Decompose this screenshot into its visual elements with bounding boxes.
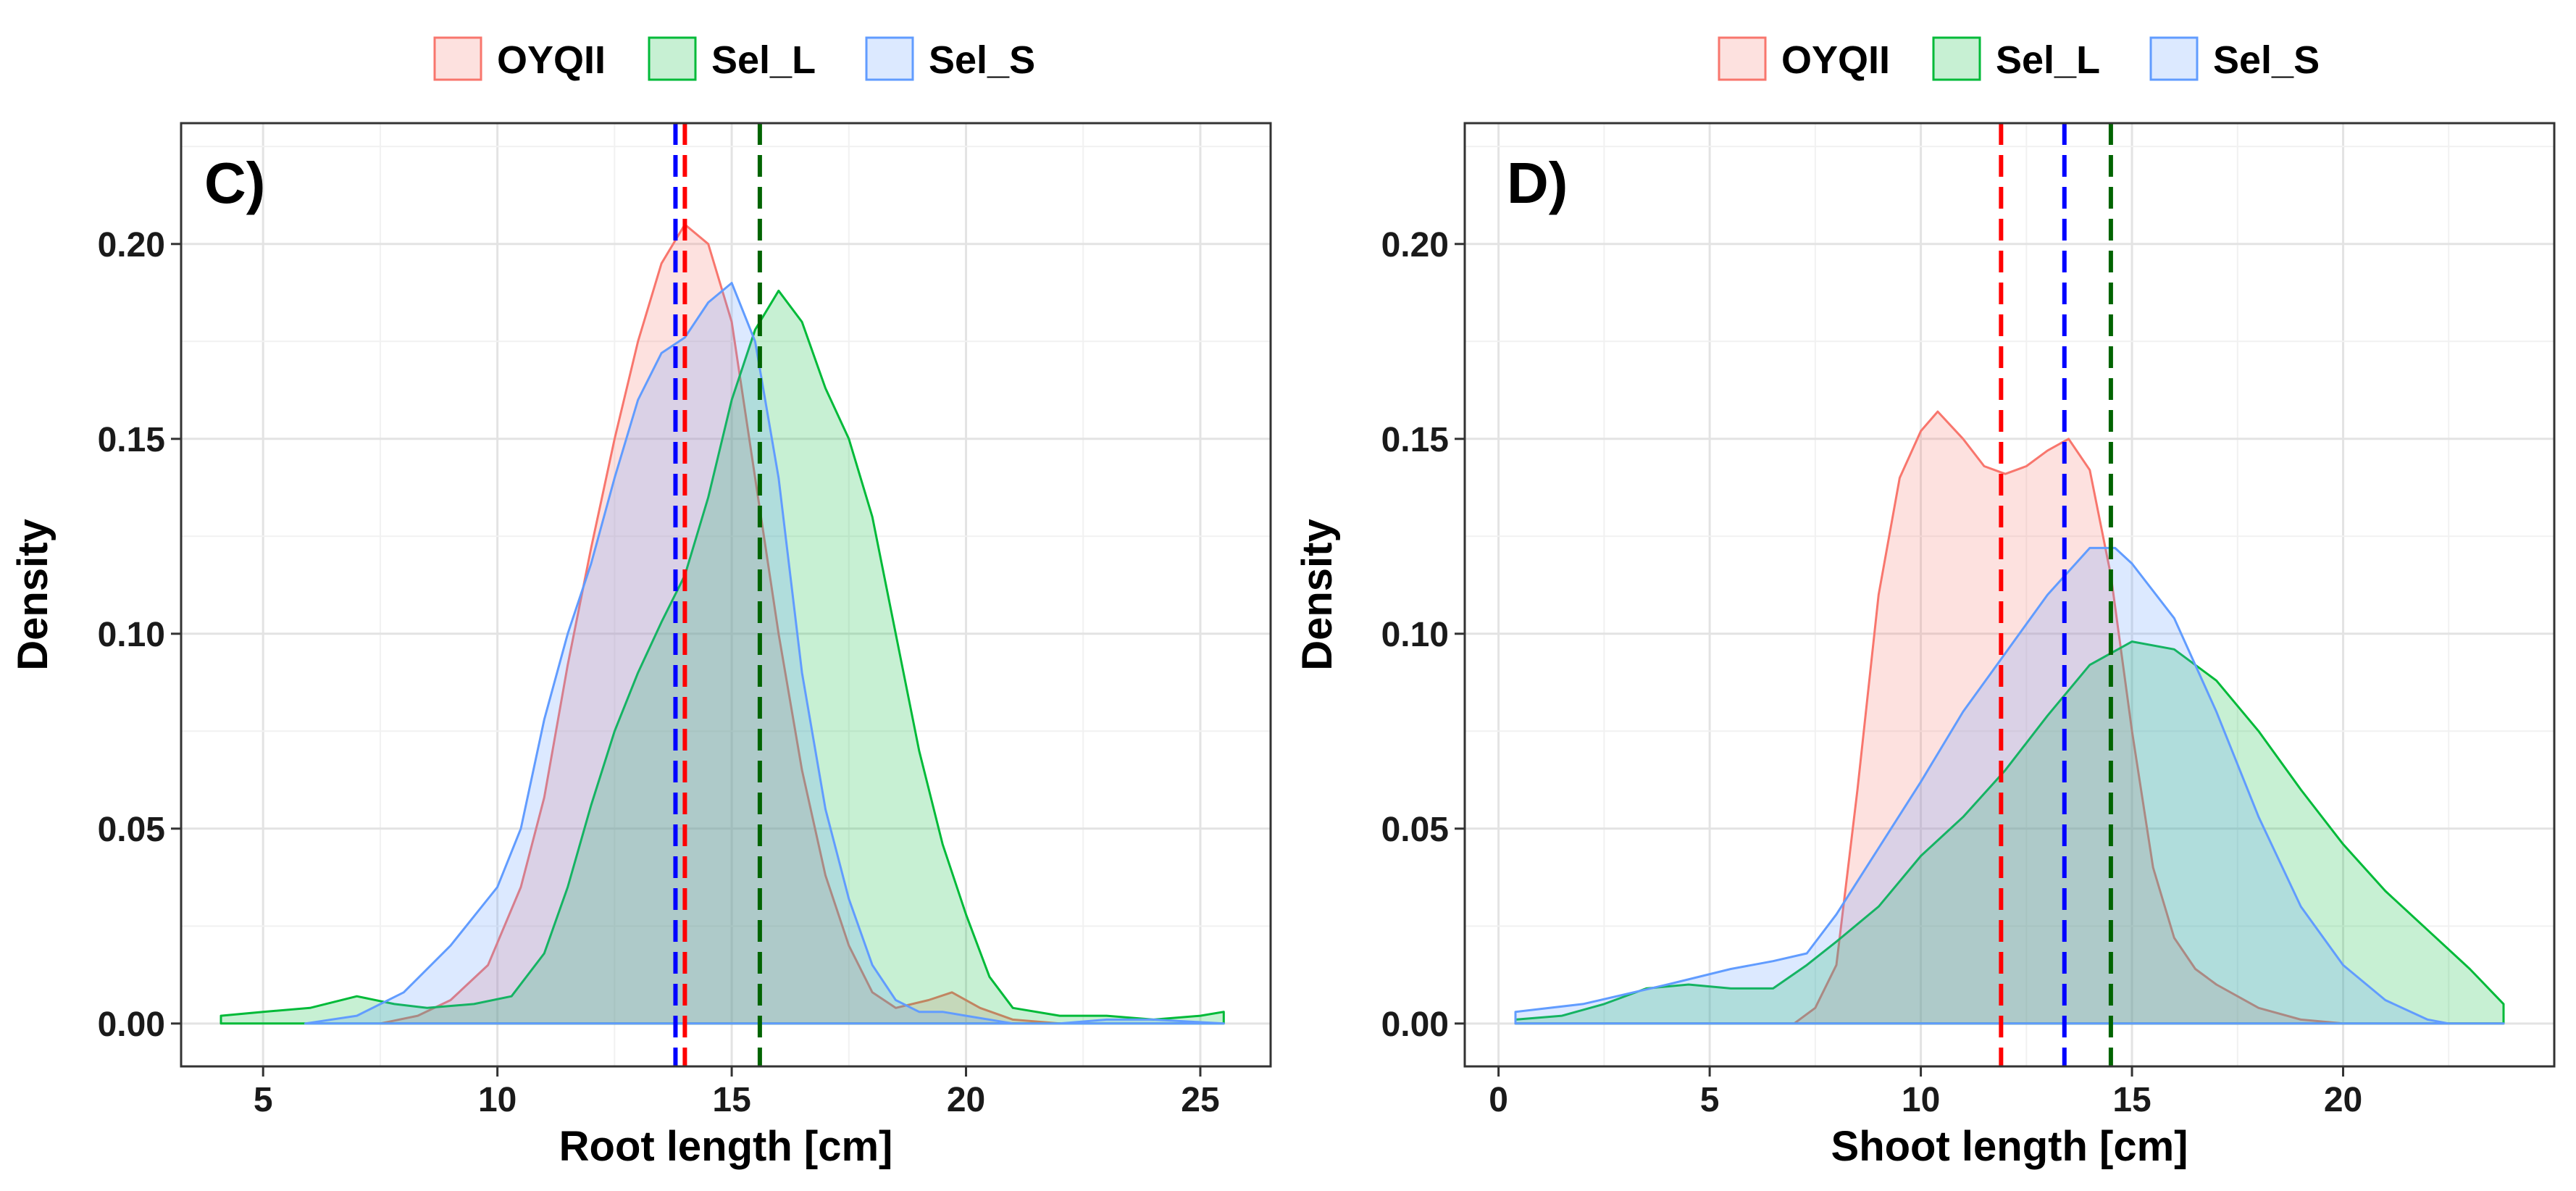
legend-label-sel_s: Sel_S (2213, 38, 2320, 82)
x-tick-label: 15 (712, 1081, 750, 1119)
x-tick-label: 15 (2112, 1081, 2151, 1119)
x-axis-title: Root length [cm] (559, 1123, 893, 1170)
y-axis-title: Density (9, 519, 57, 671)
legend-label-sel_l: Sel_L (1996, 38, 2100, 82)
y-tick-label: 0.05 (1381, 811, 1449, 849)
density-area-oyqii (1514, 410, 2505, 1025)
y-tick-label: 0.00 (1381, 1006, 1449, 1044)
y-axis-title: Density (1294, 519, 1341, 671)
legend-label-sel_s: Sel_S (929, 38, 1035, 82)
y-tick-label: 0.15 (98, 421, 165, 459)
legend-key-sel_s (865, 36, 914, 81)
x-tick-label: 25 (1181, 1081, 1219, 1119)
plot-background (181, 123, 1271, 1066)
legend-key-sel_s (2149, 36, 2199, 81)
legend-label-oyqii: OYQII (1781, 38, 1890, 82)
x-tick-label: 5 (254, 1081, 273, 1119)
density-area-oyqii (379, 223, 1061, 1025)
chart-panel-1: C) 5 10 15 20 25 0.00 0.05 0.10 0.15 0.20 Root leng… (9, 36, 1272, 1170)
x-tick-label: 20 (2324, 1081, 2362, 1119)
legend-key-sel_l (648, 36, 697, 81)
panel-label: D) (1507, 151, 1568, 215)
y-tick-label: 0.10 (1381, 616, 1449, 654)
x-tick-label: 5 (1700, 1081, 1720, 1119)
y-tick-label: 0.20 (1381, 226, 1449, 264)
y-tick-label: 0.15 (1381, 421, 1449, 459)
plot-border (1463, 122, 2556, 1068)
panel-label: C) (204, 151, 265, 215)
legend-label-oyqii: OYQII (497, 38, 606, 82)
plot-background (1465, 123, 2554, 1066)
x-tick-label: 10 (478, 1081, 517, 1119)
legend-key-oyqii (433, 36, 482, 81)
density-area-sel_l (1514, 640, 2505, 1025)
x-tick-label: 0 (1489, 1081, 1508, 1119)
legend-label-sel_l: Sel_L (711, 38, 816, 82)
legend-key-sel_l (1932, 36, 1981, 81)
plot-border (180, 122, 1272, 1068)
legend: OYQII Sel_L Sel_S (433, 36, 1035, 82)
legend: OYQII Sel_L Sel_S (1718, 36, 2320, 82)
y-tick-label: 0.05 (98, 811, 165, 849)
y-tick-label: 0.20 (98, 226, 165, 264)
chart-panel-2: D) 0 5 10 15 20 0.00 0.05 0.10 0.15 0.20 Shoot leng… (1294, 36, 2556, 1170)
x-tick-label: 10 (1902, 1081, 1940, 1119)
x-axis-title: Shoot length [cm] (1831, 1123, 2188, 1170)
legend-key-oyqii (1718, 36, 1767, 81)
density-area-sel_l (219, 289, 1225, 1025)
y-tick-label: 0.10 (98, 616, 165, 654)
x-tick-label: 20 (947, 1081, 985, 1119)
density-area-sel_s (304, 282, 1225, 1025)
density-area-sel_s (1514, 546, 2505, 1025)
y-tick-label: 0.00 (98, 1006, 165, 1044)
